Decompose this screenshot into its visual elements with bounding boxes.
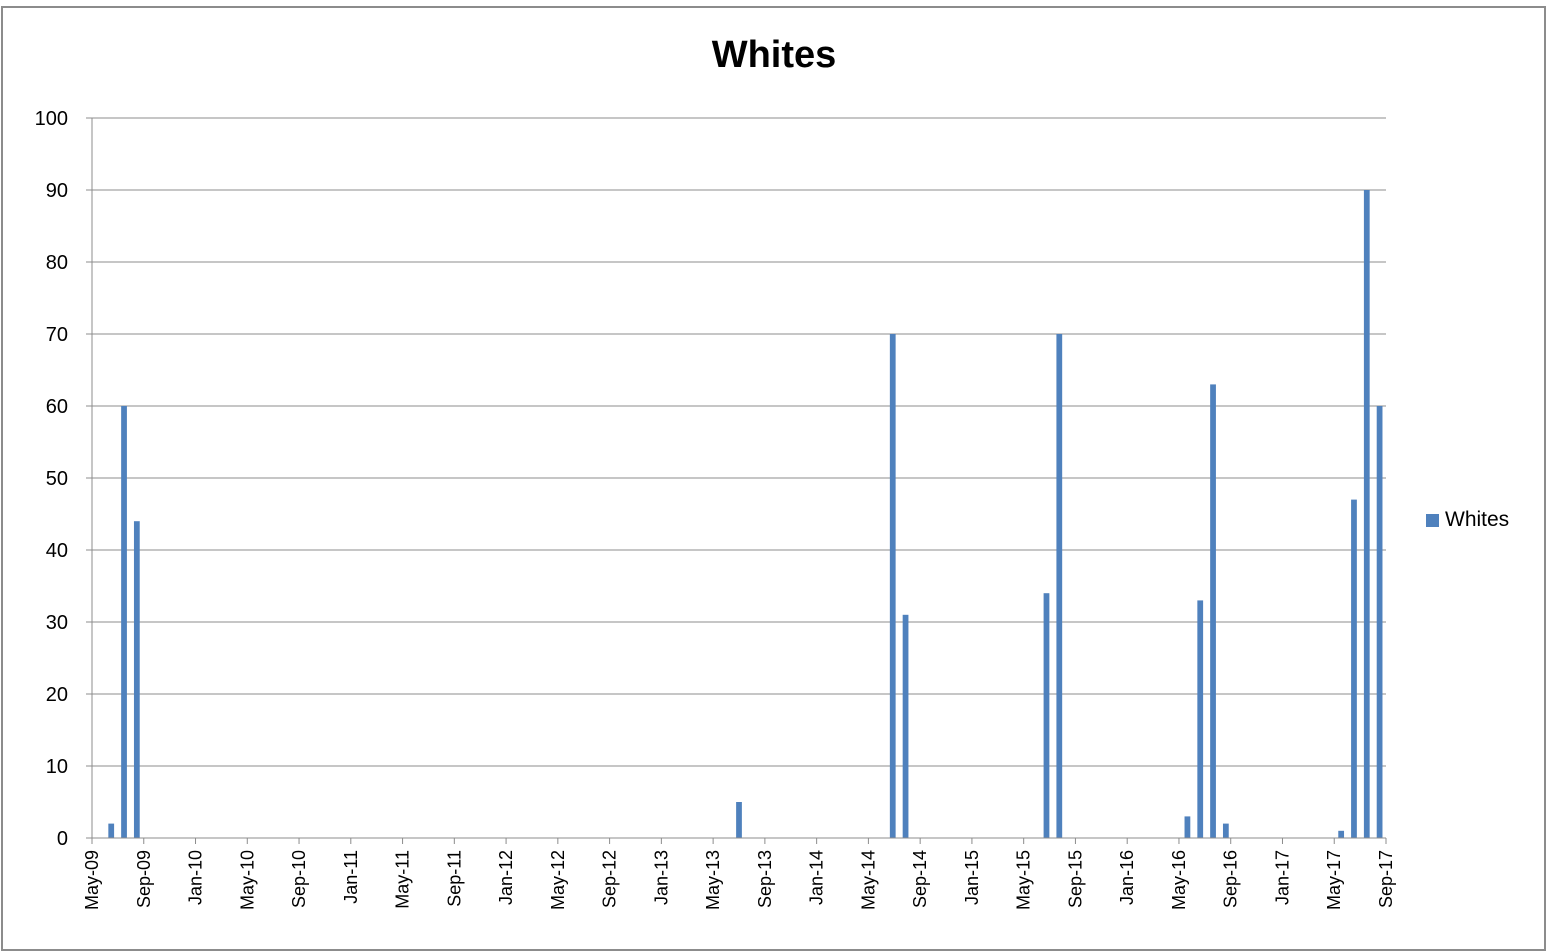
x-tick-label: Sep-14 (910, 850, 930, 908)
x-tick-label: May-09 (82, 850, 102, 910)
bar (1043, 593, 1050, 838)
bar (1184, 816, 1191, 838)
x-tick-labels: May-09 Sep-09 Jan-10 May-10 Sep-10 Jan-11 May-… (82, 850, 1396, 910)
bar (1363, 190, 1370, 838)
bars (108, 190, 1383, 838)
x-tick-label: Sep-09 (134, 850, 154, 908)
chart-title: Whites (711, 34, 837, 76)
x-tick-label: Jan-13 (651, 850, 671, 905)
y-tick-label: 50 (46, 468, 68, 490)
bar (121, 406, 127, 838)
x-tick-label: Sep-10 (289, 850, 309, 908)
bar (889, 334, 896, 838)
x-tick-label: Jan-14 (807, 850, 827, 905)
bar (133, 521, 140, 838)
grid-lines (86, 117, 1386, 839)
bar (1056, 334, 1063, 838)
bar (902, 614, 909, 838)
y-tick-label: 100 (35, 108, 68, 130)
x-tick-label: Sep-17 (1376, 850, 1396, 908)
bar (736, 802, 742, 838)
x-tick-label: Jan-11 (341, 850, 361, 904)
x-tick-label: Sep-15 (1065, 850, 1085, 908)
y-tick-label: 60 (46, 396, 68, 418)
y-tick-label: 30 (46, 612, 68, 634)
x-tick-label: May-14 (858, 850, 878, 910)
x-tick-label: Jan-10 (186, 850, 206, 905)
legend-swatch (1426, 513, 1439, 527)
bar (1351, 499, 1357, 838)
x-tick-label: Sep-11 (444, 850, 464, 907)
x-tick-label: May-16 (1169, 850, 1189, 910)
y-tick-label: 40 (46, 540, 68, 562)
bar (1222, 823, 1229, 838)
y-tick-label: 10 (46, 756, 68, 778)
axes (91, 118, 1387, 844)
legend-label: Whites (1445, 508, 1510, 531)
x-tick-label: May-17 (1324, 850, 1344, 910)
legend: Whites (1426, 508, 1509, 532)
bar (1197, 600, 1204, 838)
x-tick-label: Jan-17 (1272, 850, 1292, 905)
x-tick-label: May-15 (1014, 850, 1034, 910)
x-tick-label: May-11 (393, 850, 413, 909)
x-tick-label: Sep-13 (755, 850, 775, 908)
y-tick-label: 70 (46, 324, 68, 346)
bar (1210, 384, 1216, 838)
bar (1338, 830, 1345, 838)
y-tick-label: 90 (46, 180, 68, 202)
y-tick-label: 0 (57, 828, 68, 850)
x-tick-label: Jan-15 (962, 850, 982, 905)
x-tick-label: May-13 (703, 850, 723, 910)
x-tick-label: Jan-16 (1117, 850, 1137, 905)
y-tick-labels: 0 10 20 30 40 50 60 70 80 90 100 (35, 108, 68, 850)
bar (108, 823, 115, 838)
x-tick-label: Jan-12 (496, 850, 516, 905)
x-tick-label: May-10 (237, 850, 257, 910)
bar (1376, 406, 1383, 838)
y-tick-label: 20 (46, 684, 68, 706)
x-tick-label: May-12 (548, 850, 568, 910)
x-tick-label: Sep-16 (1221, 850, 1241, 908)
y-tick-label: 80 (46, 252, 68, 274)
x-tick-label: Sep-12 (600, 850, 620, 908)
